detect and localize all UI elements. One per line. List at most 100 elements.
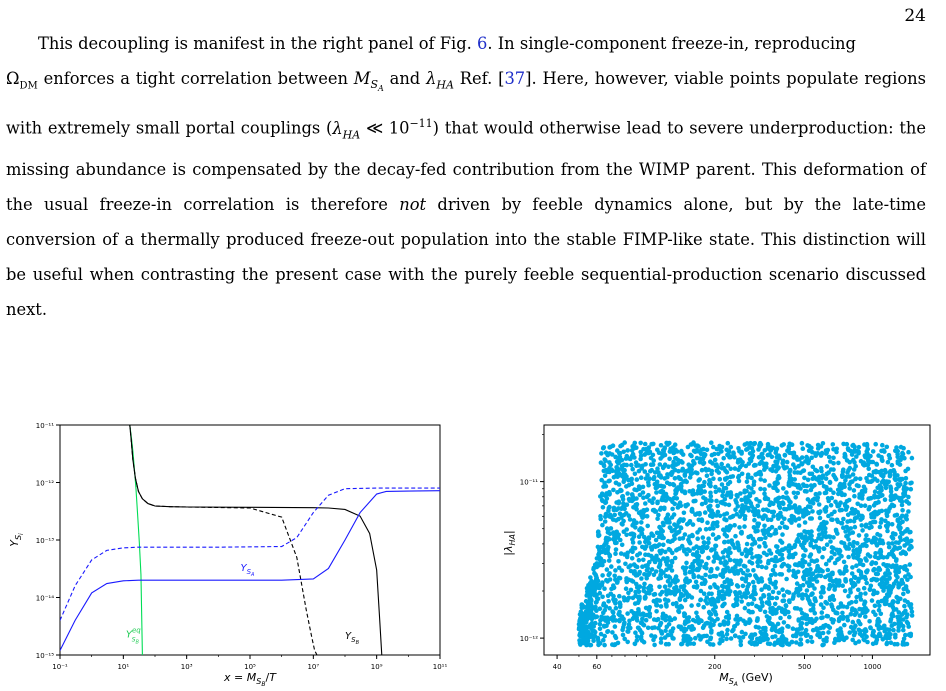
- scatter-point: [792, 477, 797, 482]
- scatter-point: [737, 590, 742, 595]
- scatter-point: [906, 494, 911, 500]
- scatter-point: [836, 551, 842, 556]
- scatter-point: [594, 608, 599, 613]
- scatter-point: [787, 476, 793, 481]
- scatter-point: [676, 608, 681, 614]
- scatter-point: [640, 490, 646, 495]
- scatter-point: [859, 575, 865, 580]
- scatter-point: [758, 486, 763, 492]
- scatter-point: [802, 529, 807, 534]
- scatter-point: [626, 625, 631, 630]
- scatter-point: [784, 576, 789, 582]
- scatter-point: [655, 466, 660, 471]
- scatter-point: [757, 499, 762, 504]
- scatter-point: [672, 476, 678, 481]
- scatter-point: [621, 529, 627, 534]
- scatter-point: [901, 610, 907, 616]
- scatter-point: [891, 581, 897, 586]
- scatter-point: [850, 543, 856, 549]
- scatter-point: [660, 520, 666, 526]
- scatter-point: [848, 578, 854, 583]
- scatter-point: [646, 540, 652, 546]
- x-axis-label: x = MSB/T: [223, 671, 277, 688]
- scatter-point: [619, 442, 625, 448]
- scatter-point: [763, 535, 768, 540]
- scatter-point: [589, 578, 594, 584]
- scatter-point: [706, 555, 711, 561]
- scatter-point: [873, 571, 879, 577]
- scatter-point: [767, 615, 772, 621]
- scatter-point: [654, 530, 660, 536]
- scatter-point: [770, 589, 776, 595]
- scatter-point: [793, 495, 798, 500]
- scatter-point: [906, 449, 911, 455]
- scatter-point: [674, 604, 680, 609]
- scatter-point: [836, 491, 841, 497]
- scatter-point: [755, 503, 761, 509]
- scatter-point: [695, 470, 700, 476]
- scatter-point: [708, 459, 713, 464]
- scatter-point: [842, 492, 847, 498]
- scatter-point: [805, 497, 811, 502]
- scatter-point: [708, 597, 713, 603]
- scatter-point: [852, 524, 858, 530]
- scatter-point: [612, 573, 617, 579]
- scatter-point: [664, 604, 669, 609]
- scatter-point: [676, 502, 682, 507]
- scatter-point: [630, 579, 636, 584]
- figure-link[interactable]: 6: [477, 34, 488, 53]
- scatter-point: [665, 512, 671, 517]
- scatter-point: [707, 477, 712, 483]
- scatter-point: [796, 617, 801, 622]
- scatter-point: [736, 478, 742, 484]
- citation-link[interactable]: 37: [504, 69, 526, 88]
- scatter-point: [802, 569, 807, 575]
- scatter-point: [836, 618, 842, 624]
- scatter-point: [671, 482, 677, 488]
- scatter-point: [610, 630, 615, 635]
- scatter-point: [896, 620, 902, 626]
- scatter-point: [851, 457, 856, 463]
- scatter-point: [671, 495, 677, 501]
- scatter-point: [873, 551, 878, 556]
- scatter-point: [780, 460, 785, 466]
- scatter-point: [802, 520, 808, 525]
- scatter-point: [789, 639, 795, 645]
- scatter-point: [898, 537, 904, 543]
- scatter-point: [821, 623, 826, 629]
- scatter-point: [863, 462, 869, 468]
- scatter-point: [728, 490, 733, 495]
- x-tick-label: 40: [553, 663, 562, 671]
- scatter-point: [824, 542, 830, 547]
- scatter-point: [782, 466, 787, 471]
- scatter-point: [625, 448, 630, 453]
- scatter-point: [662, 584, 668, 589]
- scatter-point: [823, 476, 829, 481]
- scatter-point: [888, 640, 894, 645]
- scatter-point: [901, 490, 907, 496]
- plot-frame: [59, 424, 441, 656]
- scatter-point: [831, 455, 836, 461]
- scatter-point: [643, 476, 649, 481]
- scatter-point: [866, 459, 871, 464]
- scatter-point: [649, 567, 655, 572]
- scatter-point: [672, 580, 678, 585]
- scatter-point: [893, 607, 899, 612]
- scatter-point: [596, 529, 601, 534]
- scatter-point: [689, 453, 694, 459]
- scatter-point: [768, 467, 773, 472]
- scatter-point: [863, 576, 868, 582]
- scatter-point: [726, 528, 731, 533]
- scatter-point: [647, 498, 652, 503]
- scatter-point: [665, 598, 671, 603]
- scatter-point: [598, 631, 604, 637]
- scatter-point: [782, 516, 787, 522]
- scatter-point: [884, 563, 889, 569]
- scatter-point: [802, 513, 807, 518]
- scatter-point: [875, 618, 880, 624]
- scatter-point: [671, 465, 676, 470]
- scatter-point: [712, 451, 717, 457]
- scatter-point: [588, 575, 593, 580]
- scatter-point: [766, 560, 771, 566]
- scatter-point: [631, 445, 637, 451]
